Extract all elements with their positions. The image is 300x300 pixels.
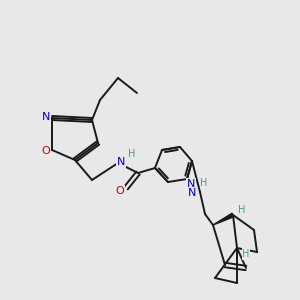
Text: N: N — [42, 112, 50, 122]
Text: N: N — [117, 157, 125, 167]
Text: N: N — [188, 188, 196, 198]
Text: H: H — [242, 249, 250, 259]
Text: O: O — [116, 186, 124, 196]
Text: H: H — [238, 205, 246, 215]
Text: H: H — [200, 178, 208, 188]
Text: O: O — [42, 146, 50, 156]
Text: H: H — [128, 149, 136, 159]
Text: N: N — [187, 179, 195, 189]
Polygon shape — [213, 213, 234, 225]
